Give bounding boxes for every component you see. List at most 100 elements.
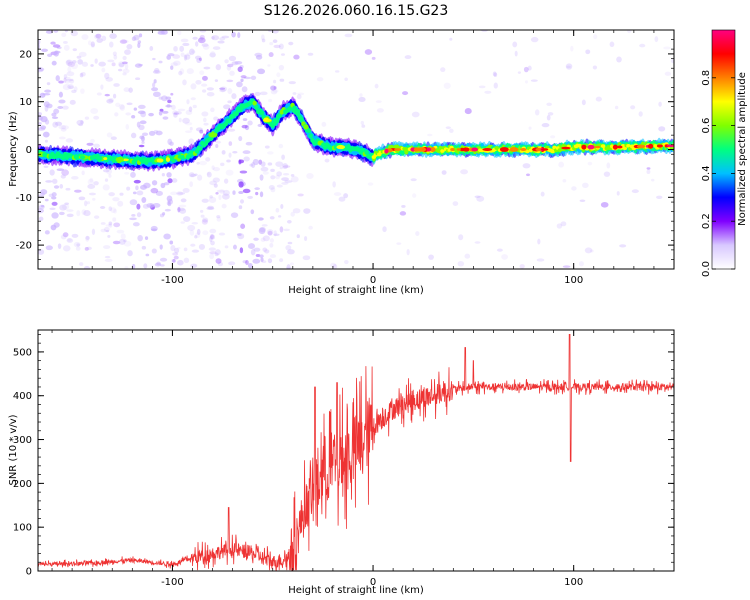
spectrogram-noise-cell [71, 176, 79, 180]
spectrogram-noise-cell [84, 247, 89, 251]
spectrogram-noise-cell [239, 170, 248, 174]
spectrogram-noise-cell [664, 71, 672, 76]
spectrogram-noise-cell [76, 119, 84, 126]
spectrogram-noise-cell [476, 195, 485, 202]
spectrogram-noise-cell [123, 240, 132, 247]
spectrogram-noise-cell [570, 45, 574, 52]
spectrogram-hot-cell [581, 144, 587, 150]
spectrogram-noise-cell [179, 45, 185, 52]
spectrogram-noise-cell [614, 105, 619, 110]
spectrogram-noise-cell [183, 54, 188, 61]
spectrogram-noise-cell [269, 242, 274, 248]
spectrogram-hot-cell [587, 144, 595, 150]
spectrogram-noise-cell [81, 34, 89, 40]
spectrogram-noise-cell [38, 194, 45, 198]
spectrogram-noise-cell [242, 188, 251, 194]
spectrogram-noise-cell [272, 89, 279, 93]
spectrogram-noise-cell [196, 57, 202, 63]
spectrogram-noise-cell [209, 235, 213, 243]
spectrogram-noise-cell [190, 97, 196, 101]
spectrogram-noise-cell [93, 115, 100, 120]
spectrogram-noise-cell [80, 120, 84, 125]
spectrogram-noise-cell [133, 179, 141, 184]
spectrogram-noise-cell [192, 36, 198, 40]
spectrogram-noise-cell [118, 103, 125, 110]
spectrogram-noise-cell [270, 168, 275, 173]
spectrogram-noise-cell [240, 75, 247, 79]
spectrogram-noise-cell [581, 99, 586, 106]
spectrogram-noise-cell [651, 178, 655, 182]
spectrogram-noise-cell [44, 230, 50, 235]
spectrogram-noise-cell [57, 243, 62, 249]
spectrogram-noise-cell [51, 60, 57, 66]
spectrogram-noise-cell [228, 152, 232, 158]
spectrogram-noise-cell [108, 174, 112, 178]
spectrogram-noise-cell [536, 258, 545, 262]
spectrogram-noise-cell [169, 141, 174, 146]
spectrogram-noise-cell [49, 169, 55, 176]
spectrogram-noise-cell [151, 87, 159, 92]
spectrogram-noise-cell [282, 165, 291, 168]
spectrogram-noise-cell [287, 249, 295, 255]
spectrogram-hot-cell [612, 144, 618, 150]
spectrogram-noise-cell [173, 60, 181, 66]
spectrogram-noise-cell [371, 56, 376, 60]
spectrogram-noise-cell [213, 116, 219, 121]
spectrogram-noise-cell [268, 185, 275, 190]
spectrogram-noise-cell [199, 160, 207, 166]
spectrogram-noise-cell [290, 262, 294, 266]
spectrogram-noise-cell [112, 93, 117, 99]
colorbar-label: Normalized spectral amplitude [737, 72, 748, 226]
spectrogram-noise-cell [167, 138, 173, 145]
spectrogram-noise-cell [258, 227, 266, 235]
spectrogram-noise-cell [45, 30, 53, 34]
spectrogram-hot-cell [471, 147, 479, 152]
spectrogram-noise-cell [38, 39, 41, 45]
spectrogram-noise-cell [131, 213, 136, 217]
spectrogram-noise-cell [134, 63, 143, 68]
spectrogram-noise-cell [108, 192, 115, 197]
spectrogram-noise-cell [214, 252, 219, 257]
colorbar-ticks: 0.0 0.2 0.4 0.6 0.8 [701, 70, 735, 277]
spectrogram-noise-cell [197, 174, 203, 181]
spectrogram-noise-cell [94, 34, 99, 40]
spectrogram-noise-cell [129, 199, 138, 206]
spectrogram-noise-cell [63, 77, 67, 83]
spectrogram-noise-cell [117, 200, 124, 207]
spectrogram-noise-cell [118, 61, 125, 68]
spectrogram-noise-cell [66, 209, 74, 212]
spectrogram-noise-cell [60, 234, 67, 240]
spectrogram-noise-cell [332, 264, 338, 269]
spectrogram-noise-cell [92, 197, 96, 201]
spectrogram-noise-cell [255, 54, 263, 60]
spectrogram-noise-cell [178, 117, 182, 123]
spectrogram-hot-cell [204, 138, 211, 142]
spectrogram-noise-cell [104, 255, 111, 259]
spectrogram-noise-cell [179, 68, 185, 75]
spectrogram-noise-cell [257, 217, 264, 221]
spectrogram-noise-cell [104, 178, 109, 182]
spectrogram-noise-cell [260, 257, 264, 262]
spectrogram-noise-cell [401, 204, 406, 208]
spectrogram-noise-cell [177, 246, 181, 250]
spectrogram-noise-cell [62, 105, 69, 110]
spectrogram-noise-cell [141, 196, 147, 203]
spectrogram-noise-cell [215, 191, 219, 195]
spectrogram-noise-cell [172, 259, 176, 263]
spectrogram-noise-cell [56, 168, 65, 171]
spectrogram-noise-cell [302, 255, 311, 261]
spectrogram-noise-cell [460, 169, 469, 175]
spectrogram-noise-cell [78, 196, 86, 201]
spectrogram-noise-cell [449, 37, 453, 41]
spectrogram-noise-cell [382, 226, 387, 233]
spectrogram-noise-cell [133, 107, 138, 111]
spectrogram-noise-cell [236, 81, 243, 88]
spectrogram-ridge-cell [440, 149, 445, 153]
spectrogram-noise-cell [273, 230, 277, 237]
spectrogram-noise-cell [40, 115, 48, 123]
colorbar-tick-label: 0.6 [701, 118, 712, 134]
spectrogram-noise-cell [182, 188, 190, 193]
spectrogram-noise-cell [112, 197, 120, 202]
spectrogram-noise-cell [113, 54, 118, 60]
spectrogram-noise-cell [177, 30, 182, 36]
